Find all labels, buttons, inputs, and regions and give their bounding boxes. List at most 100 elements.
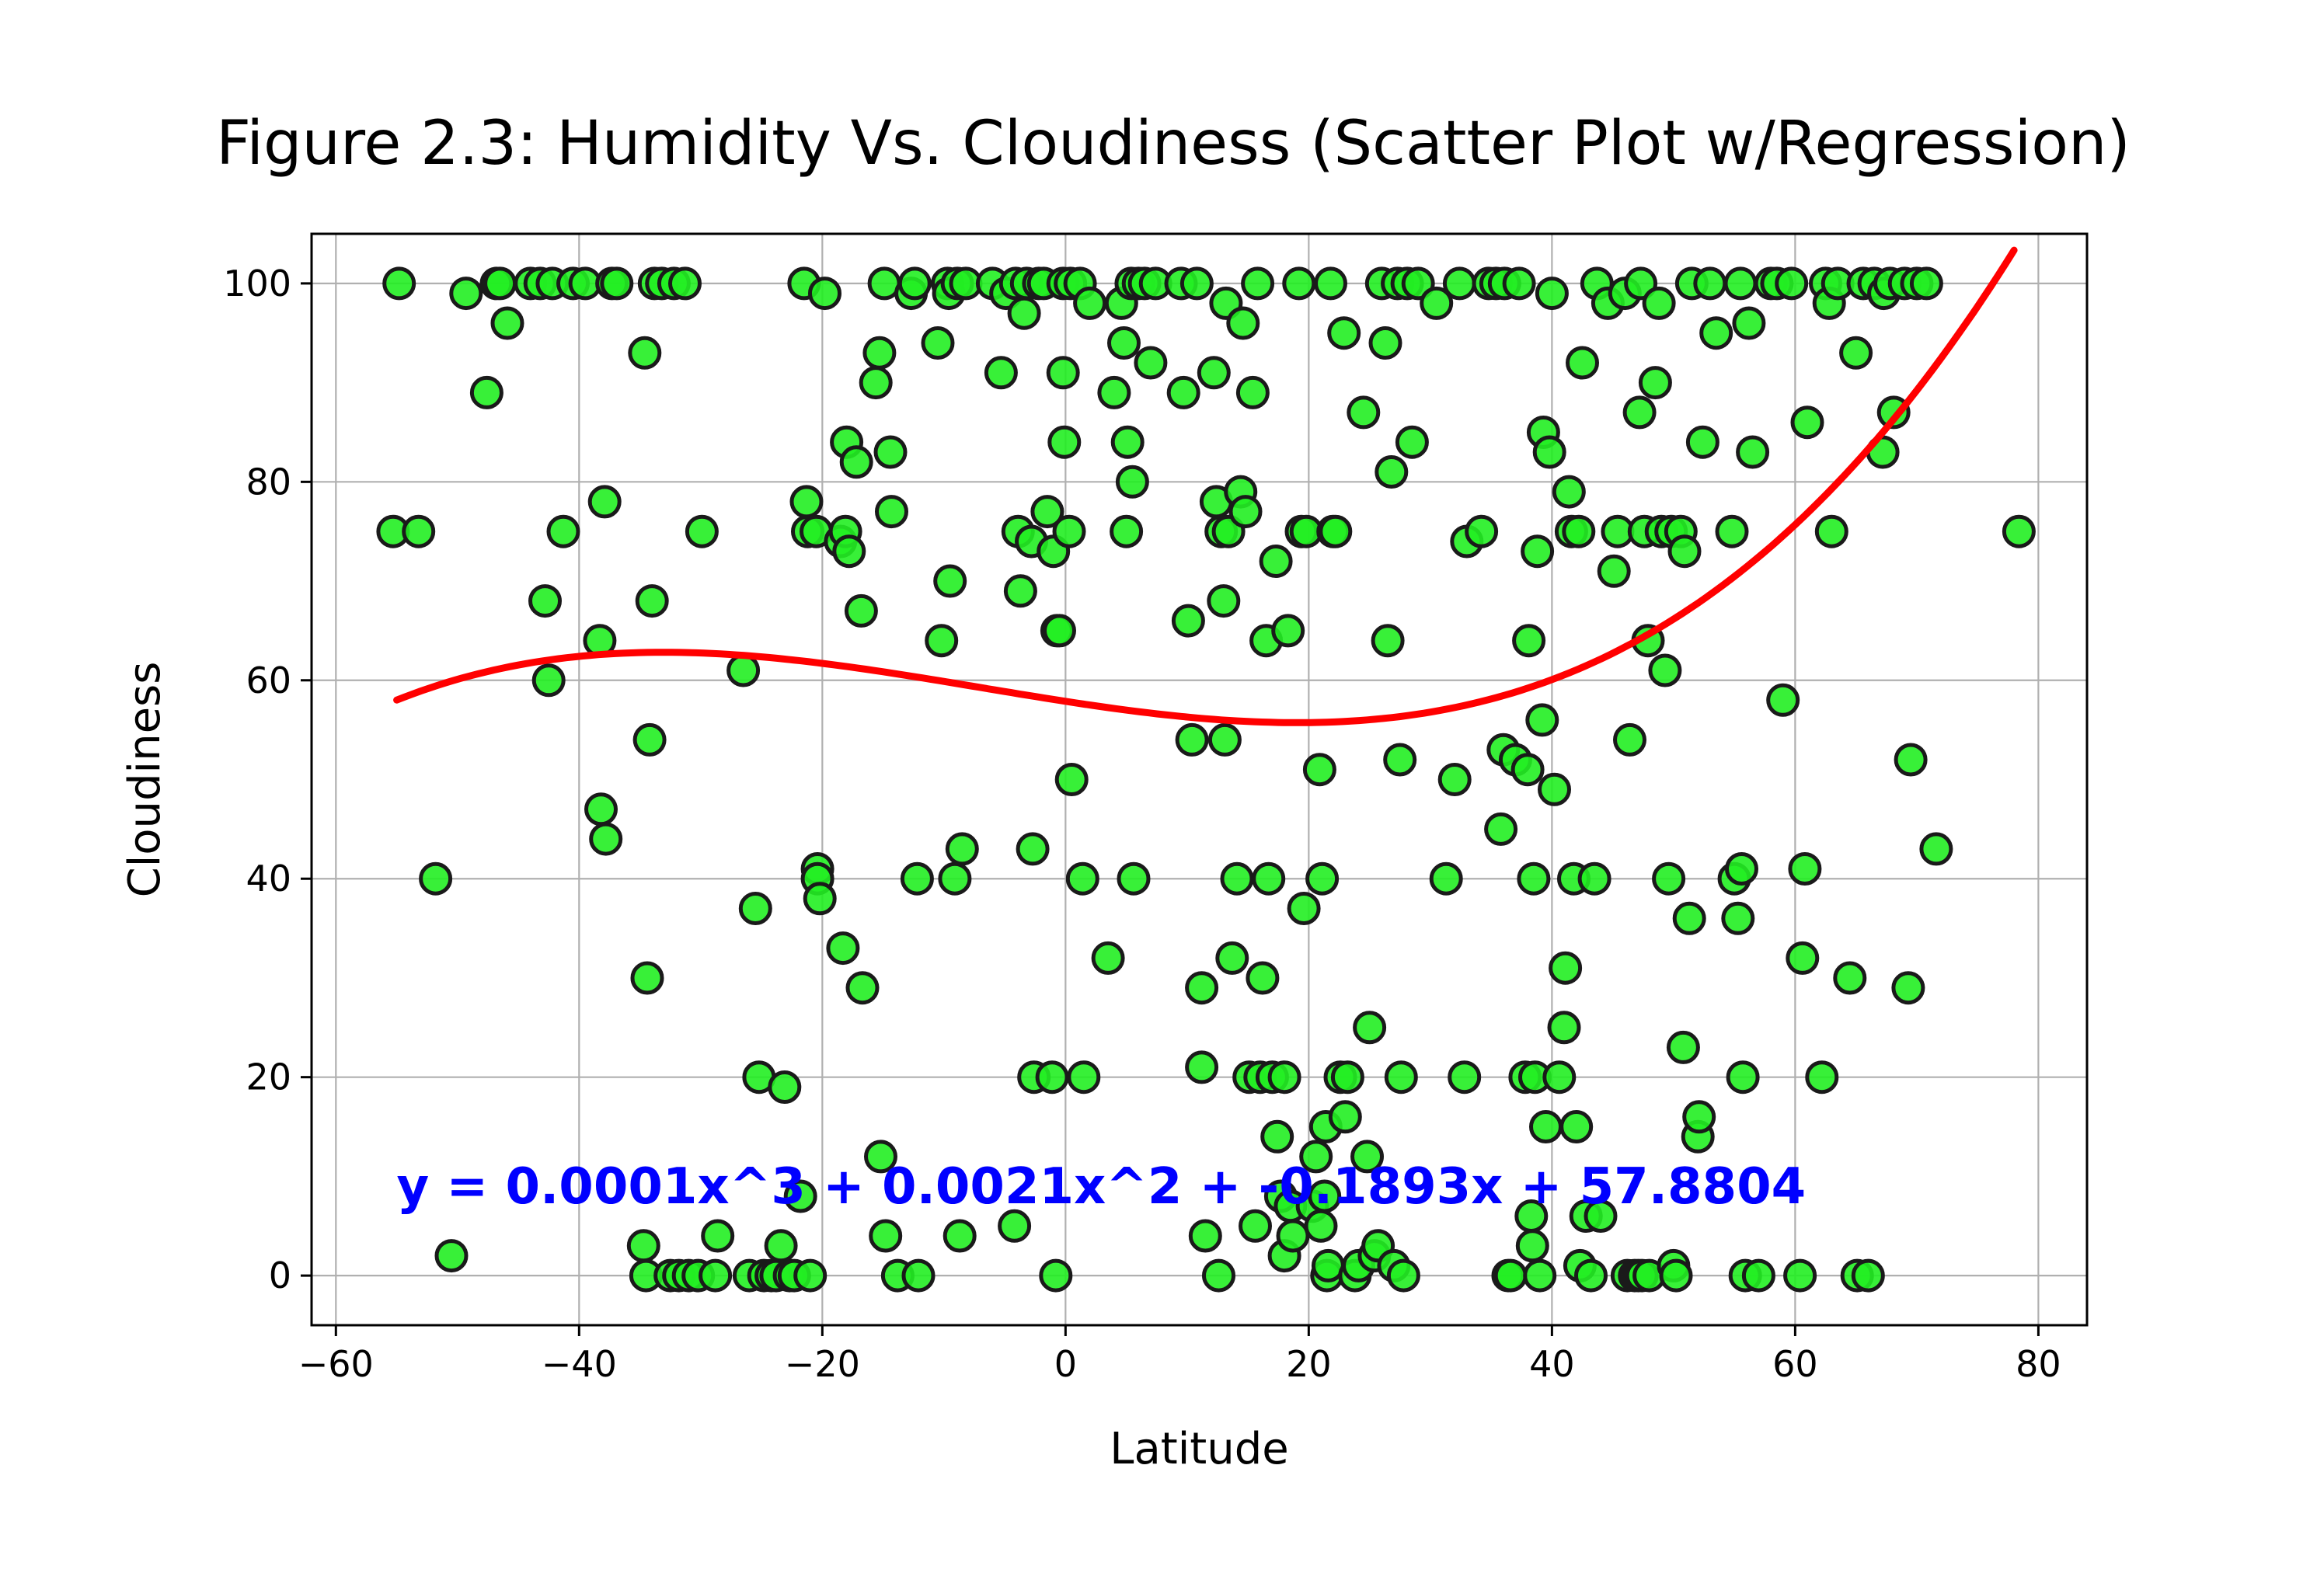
data-point	[1241, 266, 1275, 301]
data-point	[1353, 1011, 1387, 1045]
data-point	[1384, 1060, 1418, 1094]
data-point	[1375, 455, 1409, 489]
data-point	[1179, 266, 1214, 301]
data-point	[1047, 425, 1082, 459]
data-point	[469, 375, 503, 409]
data-point	[1395, 425, 1429, 459]
axis-ticks: −60 −40 −20 0 20 40 60 80 0 20 40 60 80 100	[223, 263, 2061, 1385]
data-point	[1302, 753, 1336, 787]
x-tick-label: 20	[1286, 1343, 1332, 1385]
data-point	[1202, 1258, 1235, 1293]
data-point	[1622, 395, 1657, 430]
data-point	[1016, 832, 1050, 866]
data-point	[808, 277, 841, 311]
data-point	[1839, 336, 1873, 370]
data-point	[901, 1258, 936, 1293]
data-point	[1350, 1140, 1384, 1174]
data-point	[1039, 1258, 1073, 1293]
data-point	[1552, 475, 1586, 509]
data-point	[1420, 286, 1454, 320]
data-point	[1517, 861, 1551, 896]
y-tick-label: 100	[223, 263, 291, 305]
data-point	[1574, 1258, 1608, 1293]
data-point	[1790, 405, 1824, 440]
data-point	[1220, 861, 1254, 896]
data-point	[873, 435, 908, 469]
data-point	[726, 653, 761, 687]
data-point	[1003, 574, 1037, 608]
data-point	[1368, 326, 1402, 360]
y-tick-label: 0	[269, 1255, 291, 1296]
data-point	[1562, 514, 1596, 548]
data-point	[434, 1239, 469, 1273]
data-point	[1185, 1050, 1219, 1084]
data-point	[1226, 306, 1260, 340]
data-point	[1532, 435, 1566, 469]
data-point	[1510, 753, 1545, 787]
data-point	[528, 584, 562, 618]
data-point	[1110, 514, 1144, 548]
data-point	[826, 931, 860, 966]
data-point	[832, 534, 866, 569]
data-point	[1525, 703, 1559, 737]
data-point	[1652, 861, 1686, 896]
data-point	[1267, 1060, 1301, 1094]
data-point	[584, 792, 618, 827]
data-point	[1276, 1219, 1310, 1253]
data-point	[1327, 316, 1361, 350]
data-point	[1693, 266, 1727, 301]
y-tick-label: 60	[246, 659, 291, 701]
data-point	[1287, 892, 1321, 925]
data-point	[1682, 1100, 1716, 1134]
data-point	[419, 861, 453, 896]
data-point	[1484, 812, 1518, 846]
data-point	[764, 1229, 798, 1263]
data-point	[1559, 1110, 1594, 1143]
y-tick-label: 80	[246, 461, 291, 503]
data-point	[490, 306, 524, 340]
data-point	[1052, 514, 1086, 548]
data-point	[1666, 1030, 1700, 1064]
data-point	[1228, 495, 1263, 529]
data-point	[1648, 653, 1682, 687]
data-point	[1043, 614, 1076, 648]
data-point	[783, 1179, 817, 1213]
x-tick-label: −40	[542, 1343, 617, 1385]
data-point	[1547, 1011, 1581, 1045]
data-point	[1107, 326, 1141, 360]
data-point	[875, 495, 908, 529]
data-point	[1007, 296, 1041, 330]
data-point	[632, 722, 667, 757]
data-point	[1515, 1229, 1549, 1263]
data-point	[862, 336, 897, 370]
data-point	[1185, 971, 1219, 1005]
data-point	[1894, 743, 1928, 777]
data-point	[738, 892, 772, 925]
data-point	[921, 326, 955, 360]
data-point	[945, 832, 979, 866]
data-point	[1328, 1100, 1362, 1134]
data-point	[1814, 514, 1848, 548]
data-point	[1252, 861, 1286, 896]
data-point	[1642, 286, 1676, 320]
data-point	[789, 485, 824, 519]
data-point	[1667, 534, 1702, 569]
data-point	[600, 266, 634, 301]
data-point	[626, 1229, 660, 1263]
data-point	[1786, 941, 1820, 975]
data-point	[1067, 1060, 1101, 1094]
data-point	[1448, 1060, 1482, 1094]
data-point	[1271, 614, 1305, 648]
data-point	[1117, 861, 1151, 896]
data-point	[587, 485, 622, 519]
data-point	[1442, 266, 1476, 301]
plot-frame	[310, 232, 2089, 1327]
data-point	[1566, 346, 1599, 380]
data-point	[1732, 306, 1766, 340]
data-point	[531, 663, 566, 698]
data-point	[1371, 624, 1405, 658]
data-point	[635, 584, 669, 618]
data-point	[1035, 1060, 1069, 1094]
data-point	[1715, 514, 1749, 548]
data-point	[699, 1258, 733, 1293]
